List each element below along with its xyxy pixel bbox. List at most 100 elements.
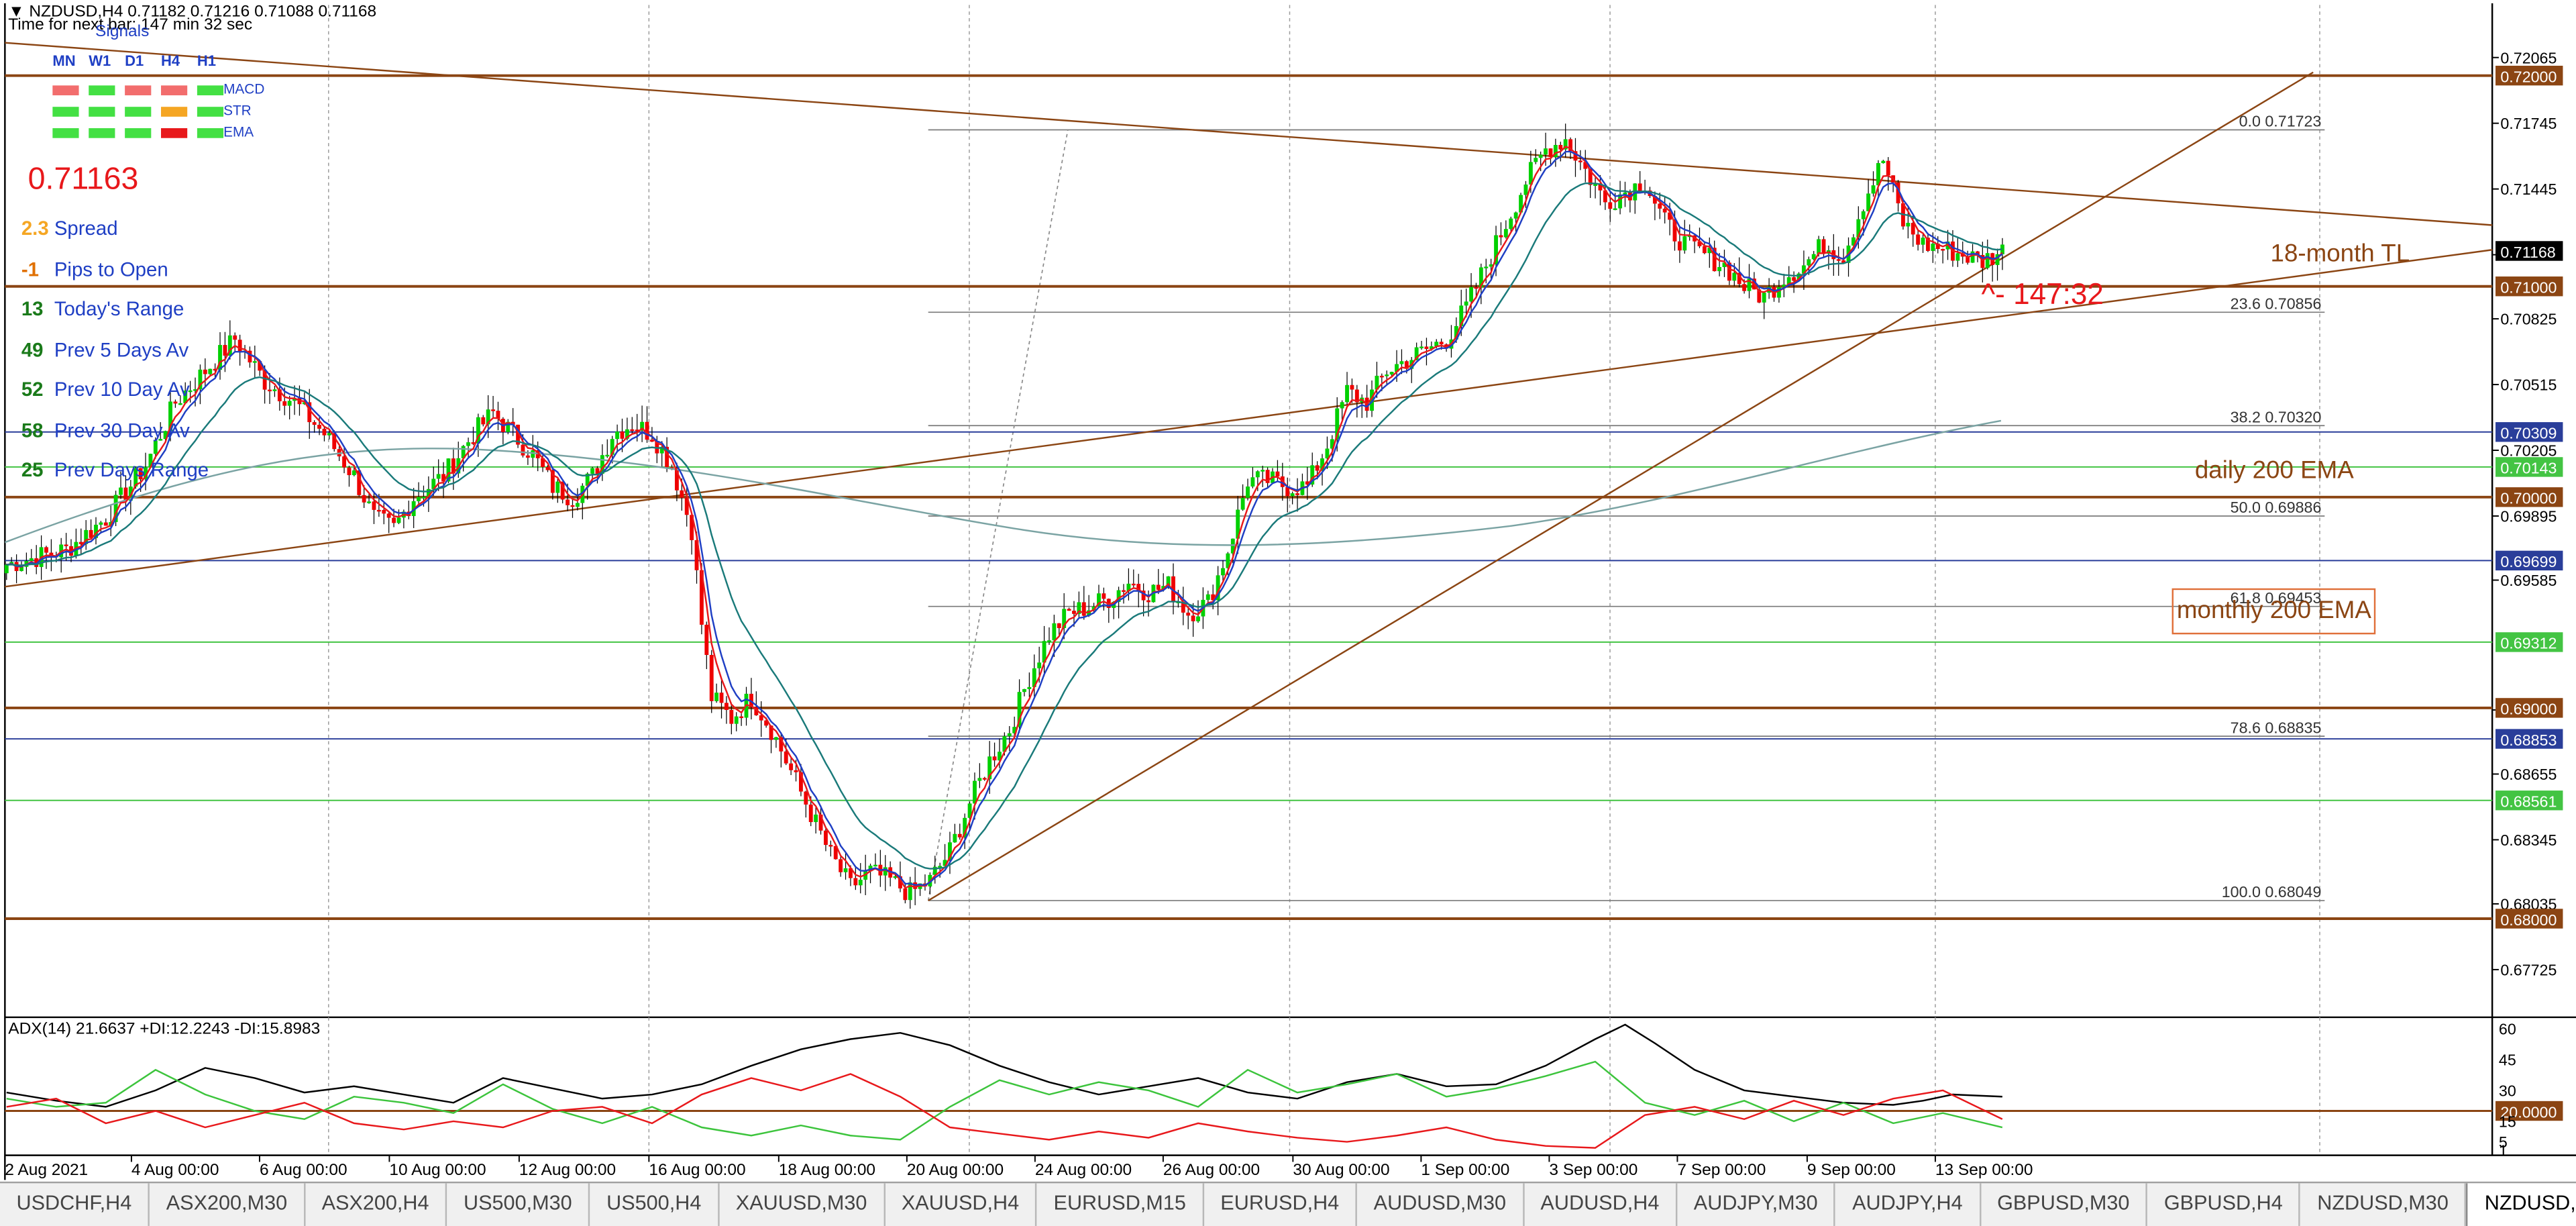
- candle-body: [1776, 287, 1781, 298]
- candle-body: [1811, 254, 1816, 260]
- candle-body: [99, 522, 103, 525]
- candle-body: [610, 439, 614, 455]
- candle-body: [1226, 553, 1230, 568]
- candle-body: [595, 468, 600, 474]
- chart-tab[interactable]: EURUSD,H4: [1204, 1183, 1358, 1226]
- candle-body: [1534, 158, 1538, 162]
- daily-ema-label: daily 200 EMA: [2194, 456, 2354, 485]
- candle-body: [2000, 244, 2004, 254]
- chart-tab[interactable]: ASX200,H4: [305, 1183, 447, 1226]
- candle-body: [1712, 248, 1717, 272]
- candle-body: [1801, 265, 1806, 274]
- candle-body: [1593, 184, 1598, 187]
- candle-body: [1523, 184, 1528, 195]
- candle-body: [1275, 471, 1280, 476]
- candle-body: [248, 350, 252, 363]
- chart-tab[interactable]: EURUSD,M15: [1037, 1183, 1204, 1226]
- chart-tab[interactable]: US500,H4: [590, 1183, 720, 1226]
- stat-label: Prev 10 Day Av: [54, 378, 190, 401]
- plus-di-line: [6, 1060, 2003, 1141]
- candle-body: [1558, 145, 1563, 150]
- candle-body: [1583, 162, 1588, 169]
- chart-tab[interactable]: US500,M30: [447, 1183, 590, 1226]
- candle-body: [372, 501, 376, 510]
- signal-status-block: [52, 107, 79, 117]
- stats-panel: 2.3 Spread -1 Pips to Open 13 Today's Range 49…: [21, 217, 350, 513]
- monthly-ema-label[interactable]: monthly 200 EMA: [2171, 588, 2377, 635]
- candle-body: [531, 450, 535, 458]
- chart-tab[interactable]: AUDJPY,M30: [1677, 1183, 1836, 1226]
- candle-body: [1548, 148, 1553, 158]
- candle-body: [1429, 346, 1434, 350]
- time-axis-label: 6 Aug 00:00: [260, 1161, 347, 1179]
- fibonacci-retracement[interactable]: 0.0 0.71723 23.6 0.70856 38.2 0.70320 50.0 …: [927, 113, 2325, 901]
- price-axis-label: 0.69895: [2500, 508, 2557, 525]
- candle-body: [1255, 471, 1260, 478]
- candle-body: [570, 505, 575, 507]
- candle-body: [1315, 465, 1320, 471]
- chart-tab[interactable]: XAUUSD,M30: [719, 1183, 885, 1226]
- candle-body: [1464, 301, 1468, 306]
- chart-tab[interactable]: USDCHF,H4: [0, 1183, 150, 1226]
- chart-tab[interactable]: GBPUSD,H4: [2147, 1183, 2301, 1226]
- stat-value: 52: [21, 378, 44, 401]
- signal-status-block: [197, 128, 224, 138]
- adx-level-tag-bg: [2496, 1101, 2563, 1121]
- chart-tab[interactable]: AUDJPY,H4: [1836, 1183, 1981, 1226]
- candle-body: [1122, 590, 1126, 592]
- price-axis-label: 0.71445: [2500, 181, 2557, 198]
- candle-body: [1077, 602, 1081, 614]
- candle-body: [868, 865, 873, 872]
- candle-body: [1513, 212, 1518, 219]
- candle-body: [739, 716, 744, 719]
- candle-body: [1976, 251, 1980, 256]
- symbol-header: ▼ NZDUSD,H4 0.71182 0.71216 0.71088 0.71…: [8, 3, 376, 21]
- candle-body: [352, 470, 356, 476]
- chart-tab[interactable]: AUDUSD,H4: [1524, 1183, 1678, 1226]
- candle-body: [446, 458, 451, 482]
- price-axis-label: 0.67725: [2500, 961, 2557, 978]
- chart-tab[interactable]: GBPUSD,M30: [1981, 1183, 2148, 1226]
- candle-body: [491, 409, 496, 411]
- candle-body: [1682, 236, 1687, 251]
- candle-body: [759, 715, 763, 721]
- candle-body: [138, 468, 143, 480]
- candle-body: [148, 454, 153, 468]
- price-tag-label: 0.68000: [2500, 911, 2557, 929]
- candle-body: [476, 417, 480, 444]
- time-axis-label: 4 Aug 00:00: [131, 1161, 219, 1179]
- chart-tab[interactable]: XAUUSD,H4: [885, 1183, 1038, 1226]
- collapse-triangle-icon[interactable]: ▼: [8, 3, 25, 21]
- chart-tab[interactable]: AUDUSD,M30: [1357, 1183, 1524, 1226]
- candle-body: [982, 778, 987, 780]
- adx-axis-label: 45: [2499, 1052, 2516, 1069]
- candle-body: [417, 497, 421, 501]
- signals-title: Signals: [95, 23, 150, 42]
- candle-body: [268, 389, 272, 392]
- chart-tab[interactable]: NZDUSD,H4: [2466, 1183, 2576, 1226]
- candle-body: [957, 833, 962, 837]
- candle-body: [932, 866, 937, 875]
- bar-countdown: Time for next bar: 147 min 32 sec: [8, 16, 253, 35]
- candle-body: [1230, 538, 1235, 554]
- candle-body: [749, 693, 753, 707]
- trendlines[interactable]: [5, 42, 2493, 902]
- candle-body: [1503, 229, 1508, 238]
- time-axis-label: 9 Sep 00:00: [1807, 1161, 1896, 1179]
- chart-tab[interactable]: ASX200,M30: [150, 1183, 306, 1226]
- signal-status-block: [161, 85, 188, 96]
- candle-body: [203, 369, 207, 374]
- candle-body: [620, 431, 625, 439]
- candle-body: [1265, 470, 1270, 483]
- price-tag-bg: [2496, 241, 2563, 261]
- candle-body: [218, 345, 222, 370]
- chart-tab[interactable]: NZDUSD,M30: [2301, 1183, 2467, 1226]
- time-axis-label: 12 Aug 00:00: [519, 1161, 616, 1179]
- candle-body: [312, 422, 317, 425]
- candle-body: [1603, 190, 1607, 203]
- candle-body: [903, 888, 908, 901]
- candle-body: [843, 868, 848, 872]
- candle-body: [1474, 287, 1479, 289]
- price-tag-label: 0.69312: [2500, 635, 2557, 652]
